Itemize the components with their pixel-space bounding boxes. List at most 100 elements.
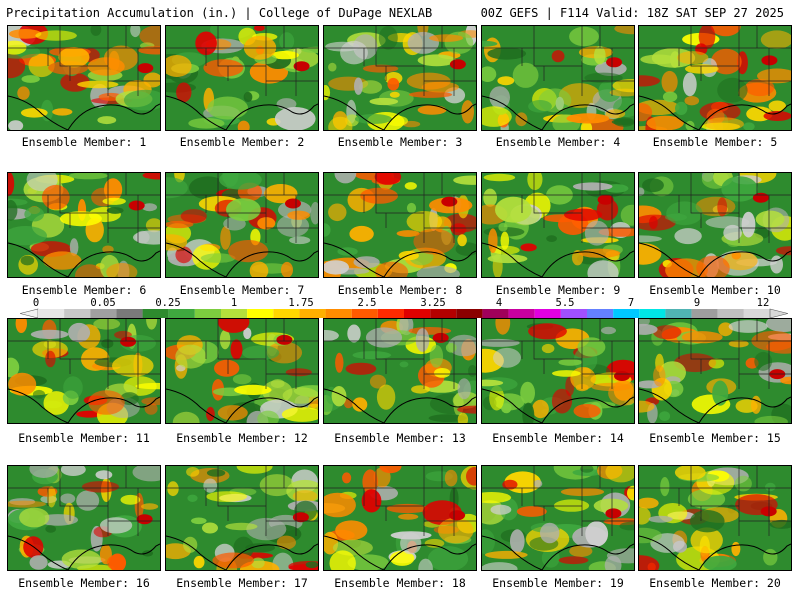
precip-blob [88,390,125,415]
state-borders [639,466,791,536]
precip-blob [324,260,349,275]
precip-blob [97,116,117,125]
precip-blob [502,479,518,490]
precip-blob [375,261,409,277]
precip-blob [674,228,702,245]
precip-blob [708,358,725,369]
precip-blob [510,529,525,554]
precip-blob [660,477,670,497]
precip-blob [20,255,35,266]
precip-blob [457,412,469,423]
precip-blob [532,399,549,419]
member-caption-9: Ensemble Member: 9 [495,283,621,297]
member-caption-13: Ensemble Member: 13 [334,431,466,445]
precip-blob [359,80,383,94]
precip-blob [365,327,403,348]
colorbar-swatch [482,309,509,318]
precip-blob [765,482,776,492]
coastline [166,388,318,423]
precip-blob [45,525,57,533]
precip-map [324,466,476,570]
precip-blob [112,354,154,377]
precip-blob [417,54,456,67]
precip-blob [249,261,269,277]
precip-blob [512,62,539,88]
precip-map [166,26,318,130]
precip-blob [677,51,709,65]
precip-blob [386,503,429,514]
colorbar-swatch [221,309,248,318]
colorbar-swatch [613,309,640,318]
precip-blob [287,210,311,220]
state-borders [639,173,791,243]
precip-blob [219,329,231,350]
precip-blob [217,319,250,333]
precip-blob [528,100,552,113]
colorbar-tick-label: 4 [495,297,503,309]
precip-blob [649,216,658,229]
precip-blob [166,55,192,77]
state-borders [639,26,791,96]
precip-blob [335,520,368,541]
precip-blob [90,26,102,36]
precip-blob [604,555,622,570]
model-run-label: 00Z GEFS | F114 Valid: 18Z SAT SEP 27 20… [480,6,784,20]
precip-blob [406,211,443,233]
colorbar-swatch [743,309,770,318]
precip-blob [754,351,773,371]
precip-blob [723,224,742,241]
precip-blob [253,26,265,32]
precip-blob [653,325,682,340]
precip-blob [710,48,742,75]
precip-blob [8,120,24,130]
precip-blob [741,211,756,238]
precip-blob [696,255,730,277]
member-caption-11: Ensemble Member: 11 [18,431,150,445]
precip-blob [183,536,198,553]
precip-blob [15,319,27,333]
member-caption-8: Ensemble Member: 8 [337,283,463,297]
colorbar-swatch [64,309,91,318]
colorbar-arrow-left [20,308,39,319]
precip-blob [577,337,606,357]
member-caption-6: Ensemble Member: 6 [21,283,147,297]
ensemble-panel-18 [323,465,477,571]
precip-blob [354,114,393,124]
colorbar-tick-label: 9 [693,297,701,309]
precip-map [482,319,634,423]
precip-blob [101,338,114,349]
precip-map [482,466,634,570]
precip-blob [591,382,632,391]
member-caption-4: Ensemble Member: 4 [495,135,621,149]
precip-blob [434,368,451,378]
precip-blob [334,173,357,184]
precip-max [614,371,630,381]
precip-blob [546,235,557,242]
precip-blob [770,255,783,274]
precip-blob [354,77,363,95]
precip-blob [681,331,723,344]
precip-blob [743,122,755,130]
precip-blob [639,187,645,196]
colorbar-swatch [508,309,535,318]
precip-blob [63,376,83,399]
state-borders [482,26,634,96]
colorbar-tick-label: 0 [32,297,40,309]
state-borders [8,319,160,389]
colorbar-swatch [665,309,692,318]
precip-blob [541,343,555,354]
precip-blob [418,558,433,570]
precip-blob [203,478,218,493]
precip-blob [175,344,207,369]
precip-blob [237,120,250,130]
precip-map [324,173,476,277]
ensemble-panel-2 [165,25,319,131]
precip-blob [755,210,785,228]
precip-blob [527,173,543,191]
precip-blob [8,53,26,79]
precip-blob [482,40,498,47]
precip-blob [230,339,243,360]
colorbar-swatch [404,309,431,318]
state-borders [324,319,476,389]
colorbar-swatch [273,309,300,318]
